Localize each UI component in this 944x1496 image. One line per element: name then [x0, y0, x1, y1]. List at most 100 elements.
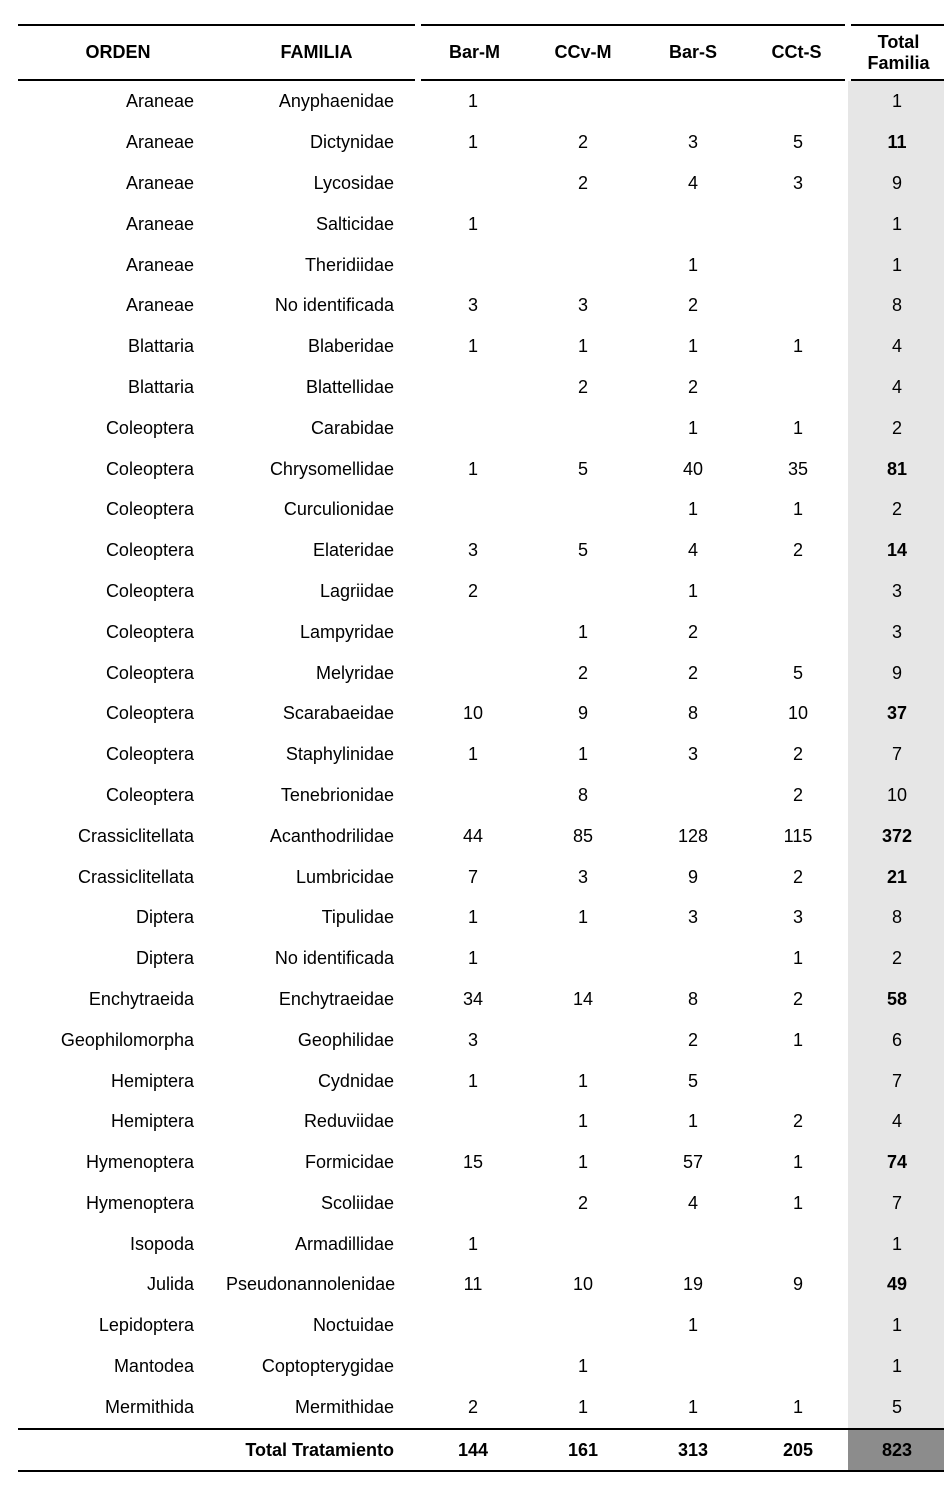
- cell-bars: 57: [638, 1142, 748, 1183]
- cell-total: 2: [848, 489, 944, 530]
- table-row: BlattariaBlattellidae224: [18, 367, 944, 408]
- footer-grand-total: 823: [848, 1429, 944, 1472]
- cell-bars: [638, 1224, 748, 1265]
- cell-barm: [418, 612, 528, 653]
- cell-barm: 3: [418, 1020, 528, 1061]
- cell-bars: 4: [638, 530, 748, 571]
- cell-orden: Geophilomorpha: [18, 1020, 218, 1061]
- table-row: ColeopteraCarabidae112: [18, 408, 944, 449]
- cell-ccvm: 1: [528, 1061, 638, 1102]
- cell-orden: Hymenoptera: [18, 1183, 218, 1224]
- cell-barm: 1: [418, 122, 528, 163]
- cell-bars: 19: [638, 1264, 748, 1305]
- cell-ccvm: 3: [528, 857, 638, 898]
- cell-total: 8: [848, 897, 944, 938]
- cell-familia: Scoliidae: [218, 1183, 418, 1224]
- cell-familia: Armadillidae: [218, 1224, 418, 1265]
- cell-familia: Enchytraeidae: [218, 979, 418, 1020]
- table-row: ColeopteraScarabaeidae10981037: [18, 693, 944, 734]
- cell-ccvm: 5: [528, 530, 638, 571]
- table-row: DipteraTipulidae11338: [18, 897, 944, 938]
- cell-total: 1: [848, 1346, 944, 1387]
- cell-ccts: [748, 367, 848, 408]
- cell-barm: 1: [418, 734, 528, 775]
- cell-familia: Scarabaeidae: [218, 693, 418, 734]
- cell-bars: 2: [638, 367, 748, 408]
- table-row: ColeopteraTenebrionidae8210: [18, 775, 944, 816]
- cell-ccts: 1: [748, 938, 848, 979]
- table-row: HymenopteraScoliidae2417: [18, 1183, 944, 1224]
- cell-barm: 1: [418, 938, 528, 979]
- cell-bars: 2: [638, 285, 748, 326]
- cell-familia: Dictynidae: [218, 122, 418, 163]
- cell-barm: [418, 1183, 528, 1224]
- cell-familia: Carabidae: [218, 408, 418, 449]
- cell-bars: 40: [638, 449, 748, 490]
- cell-ccts: 5: [748, 122, 848, 163]
- cell-familia: Salticidae: [218, 204, 418, 245]
- table-row: ColeopteraCurculionidae112: [18, 489, 944, 530]
- table-row: HemipteraReduviidae1124: [18, 1101, 944, 1142]
- cell-ccts: [748, 204, 848, 245]
- table-row: ColeopteraStaphylinidae11327: [18, 734, 944, 775]
- cell-total: 74: [848, 1142, 944, 1183]
- cell-bars: 3: [638, 897, 748, 938]
- cell-barm: 1: [418, 449, 528, 490]
- cell-familia: Curculionidae: [218, 489, 418, 530]
- cell-orden: Araneae: [18, 163, 218, 204]
- cell-ccts: 3: [748, 897, 848, 938]
- cell-familia: Formicidae: [218, 1142, 418, 1183]
- cell-orden: Araneae: [18, 122, 218, 163]
- cell-total: 37: [848, 693, 944, 734]
- cell-total: 21: [848, 857, 944, 898]
- table-row: ColeopteraChrysomellidae15403581: [18, 449, 944, 490]
- cell-orden: Mermithida: [18, 1387, 218, 1429]
- cell-barm: 44: [418, 816, 528, 857]
- cell-ccts: 3: [748, 163, 848, 204]
- hdr-total-familia: Total Familia: [848, 25, 944, 80]
- cell-familia: Noctuidae: [218, 1305, 418, 1346]
- table-header: ORDEN FAMILIA Bar-M CCv-M Bar-S CCt-S To…: [18, 25, 944, 80]
- cell-orden: Coleoptera: [18, 653, 218, 694]
- cell-barm: 10: [418, 693, 528, 734]
- cell-orden: Coleoptera: [18, 775, 218, 816]
- cell-ccvm: 1: [528, 897, 638, 938]
- table-row: ColeopteraElateridae354214: [18, 530, 944, 571]
- cell-familia: Geophilidae: [218, 1020, 418, 1061]
- cell-orden: Crassiclitellata: [18, 816, 218, 857]
- cell-total: 1: [848, 80, 944, 122]
- cell-orden: Coleoptera: [18, 693, 218, 734]
- cell-ccvm: 1: [528, 612, 638, 653]
- cell-familia: Anyphaenidae: [218, 80, 418, 122]
- cell-orden: Araneae: [18, 245, 218, 286]
- table-row: CrassiclitellataLumbricidae739221: [18, 857, 944, 898]
- cell-orden: Crassiclitellata: [18, 857, 218, 898]
- cell-total: 49: [848, 1264, 944, 1305]
- hdr-total-line1: Total: [859, 32, 938, 53]
- cell-ccvm: 85: [528, 816, 638, 857]
- cell-barm: 3: [418, 530, 528, 571]
- cell-ccts: 5: [748, 653, 848, 694]
- table-row: BlattariaBlaberidae11114: [18, 326, 944, 367]
- cell-barm: [418, 1101, 528, 1142]
- cell-familia: Lagriidae: [218, 571, 418, 612]
- cell-orden: Mantodea: [18, 1346, 218, 1387]
- cell-orden: Hemiptera: [18, 1101, 218, 1142]
- cell-ccvm: 2: [528, 367, 638, 408]
- cell-bars: 9: [638, 857, 748, 898]
- footer-label: Total Tratamiento: [18, 1429, 418, 1472]
- cell-familia: Lampyridae: [218, 612, 418, 653]
- hdr-orden: ORDEN: [18, 25, 218, 80]
- cell-familia: Blaberidae: [218, 326, 418, 367]
- cell-ccts: 1: [748, 489, 848, 530]
- cell-bars: 1: [638, 1305, 748, 1346]
- cell-ccts: [748, 285, 848, 326]
- table-row: CrassiclitellataAcanthodrilidae448512811…: [18, 816, 944, 857]
- cell-ccvm: 1: [528, 1346, 638, 1387]
- cell-familia: Blattellidae: [218, 367, 418, 408]
- cell-total: 2: [848, 938, 944, 979]
- cell-ccts: 1: [748, 326, 848, 367]
- cell-ccvm: [528, 571, 638, 612]
- cell-orden: Coleoptera: [18, 449, 218, 490]
- cell-bars: [638, 80, 748, 122]
